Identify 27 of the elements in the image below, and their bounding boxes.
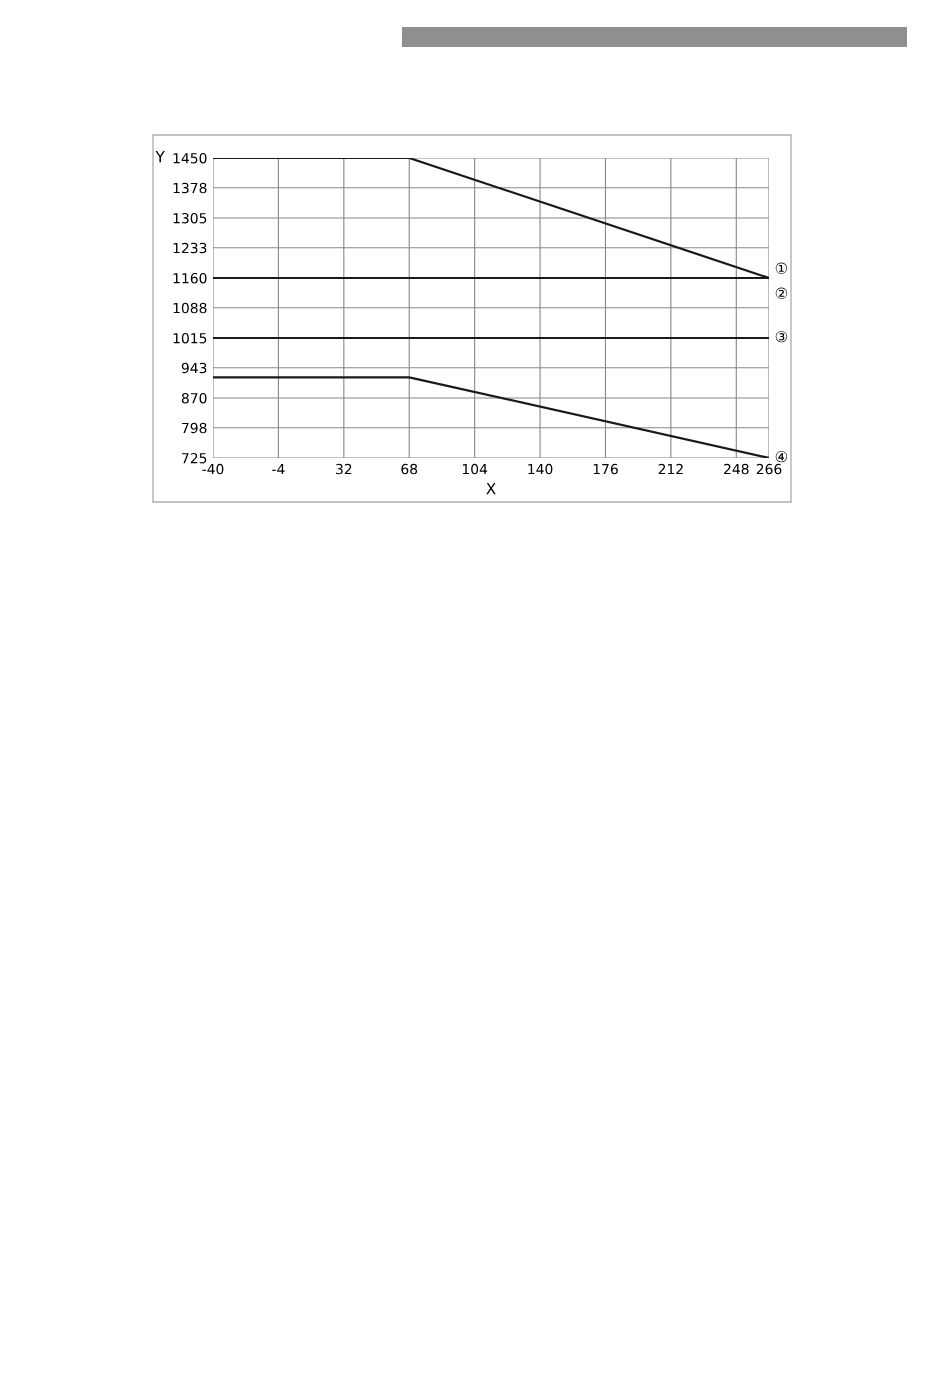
x-tick-label: 140 bbox=[528, 463, 553, 475]
x-tick-label: -4 bbox=[272, 463, 285, 475]
series-label: ① bbox=[775, 262, 788, 275]
y-tick-label: 798 bbox=[182, 422, 207, 434]
x-tick-label: 68 bbox=[401, 463, 418, 475]
y-tick-label: 1233 bbox=[173, 242, 207, 254]
x-tick-label: 32 bbox=[336, 463, 352, 475]
x-axis-title: X bbox=[486, 483, 496, 495]
x-tick-label: 248 bbox=[724, 463, 749, 475]
x-tick-label: 266 bbox=[756, 463, 782, 475]
x-tick-label: -40 bbox=[202, 463, 224, 475]
y-tick-label: 943 bbox=[181, 362, 207, 374]
x-tick-label: 104 bbox=[462, 463, 488, 475]
series-label: ② bbox=[775, 287, 788, 300]
series-label: ③ bbox=[775, 330, 788, 343]
x-tick-label: 212 bbox=[658, 463, 683, 475]
y-axis-title: Y bbox=[155, 151, 165, 163]
y-tick-label: 1450 bbox=[173, 152, 207, 164]
y-tick-label: 1088 bbox=[173, 302, 207, 314]
y-tick-label: 1305 bbox=[173, 212, 207, 224]
y-tick-label: 725 bbox=[182, 452, 207, 464]
y-tick-label: 1015 bbox=[173, 332, 207, 344]
y-tick-label: 1160 bbox=[173, 272, 207, 284]
x-tick-label: 176 bbox=[593, 463, 618, 475]
y-tick-label: 1378 bbox=[173, 182, 207, 194]
y-tick-label: 870 bbox=[181, 392, 207, 404]
series-label: ④ bbox=[775, 450, 788, 463]
